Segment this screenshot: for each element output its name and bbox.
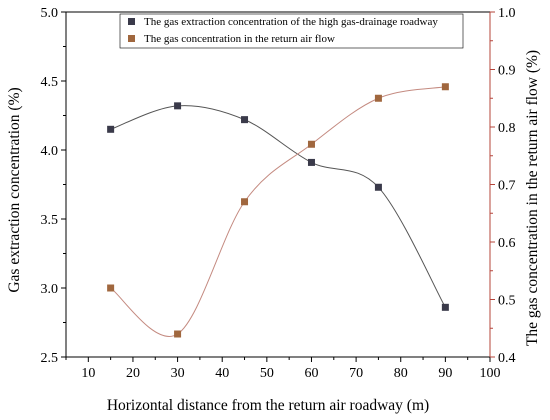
- y-left-tick-label: 5.0: [41, 6, 59, 21]
- legend-marker-return-air: [128, 35, 135, 42]
- y-left-tick-label: 3.5: [41, 213, 59, 228]
- y-right-tick-label: 0.6: [498, 236, 516, 251]
- y-right-tick-label: 0.5: [498, 294, 516, 309]
- marker-extraction: [241, 116, 249, 124]
- x-axis-title: Horizontal distance from the return air …: [107, 397, 429, 414]
- marker-return-air: [374, 94, 382, 102]
- y-right-tick-label: 0.8: [498, 121, 516, 136]
- fit-curves: [110, 86, 446, 337]
- y-axis-right-title: The gas concentration in the return air …: [524, 50, 541, 346]
- x-tick-label: 70: [349, 366, 363, 381]
- x-tick-label: 60: [304, 366, 318, 381]
- marker-return-air: [107, 284, 115, 292]
- x-tick-label: 90: [438, 366, 452, 381]
- y-right-tick-label: 0.7: [498, 179, 516, 194]
- marker-return-air: [307, 140, 315, 148]
- marker-return-air: [174, 330, 182, 338]
- marker-extraction: [374, 183, 382, 191]
- y-left-tick-label: 2.5: [41, 351, 59, 366]
- legend: The gas extraction concentration of the …: [119, 13, 464, 49]
- x-tick-label: 40: [215, 366, 229, 381]
- x-tick-label: 100: [480, 366, 501, 381]
- marker-return-air: [441, 83, 449, 91]
- data-markers: [107, 83, 449, 338]
- y-left-tick-label: 3.0: [41, 282, 59, 297]
- x-tick-label: 50: [260, 366, 274, 381]
- marker-return-air: [241, 198, 249, 206]
- marker-extraction: [441, 303, 449, 311]
- legend-box: [119, 13, 464, 49]
- legend-label-extraction: The gas extraction concentration of the …: [144, 16, 438, 28]
- marker-extraction: [107, 125, 115, 133]
- x-tick-label: 80: [394, 366, 408, 381]
- fit-curve-extraction: [110, 105, 446, 308]
- y-right-tick-label: 0.4: [498, 351, 516, 366]
- y-right-tick-label: 0.9: [498, 64, 516, 79]
- axes: 10 20 30 40 50 60 70 80 90 100 2.5 3.0 3.5 4.0 4.5 5.0 0…: [41, 6, 516, 381]
- legend-marker-extraction: [128, 18, 135, 25]
- x-tick-label: 20: [126, 366, 140, 381]
- legend-label-return-air: The gas concentration in the return air …: [144, 33, 335, 45]
- marker-extraction: [307, 158, 315, 166]
- x-tick-label: 30: [171, 366, 185, 381]
- y-left-tick-label: 4.5: [41, 75, 59, 90]
- marker-extraction: [174, 102, 182, 110]
- y-right-tick-label: 1.0: [498, 6, 516, 21]
- y-axis-left-title: Gas extraction concentration (%): [6, 87, 23, 292]
- y-left-tick-label: 4.0: [41, 144, 59, 159]
- x-tick-label: 10: [81, 366, 95, 381]
